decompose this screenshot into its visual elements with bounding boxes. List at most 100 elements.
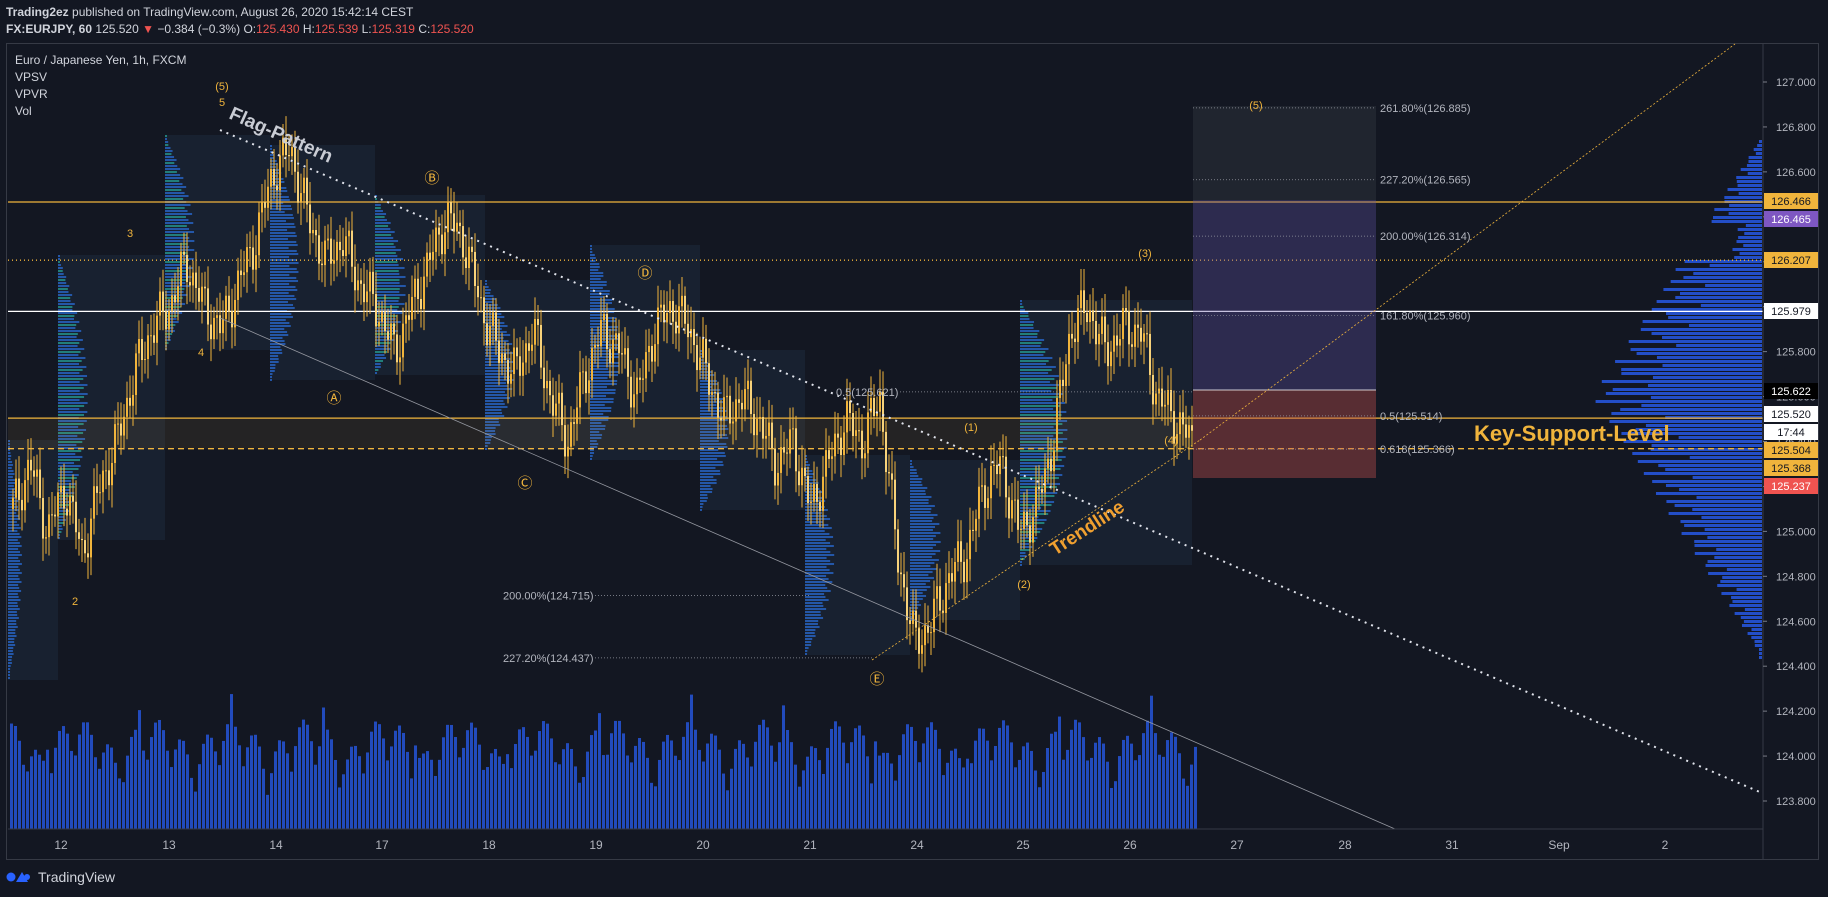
profile-bar — [910, 577, 935, 579]
profile-bar — [910, 565, 931, 567]
volume-bar — [1178, 753, 1181, 829]
down-triangle-icon: ▼ — [142, 22, 155, 36]
candle-body — [420, 298, 422, 309]
profile-bar — [58, 315, 75, 317]
profile-bar — [165, 246, 190, 248]
candle-body — [852, 412, 854, 437]
profile-bar — [590, 392, 616, 394]
profile-bar — [805, 623, 818, 625]
vpvr-bar — [1716, 548, 1762, 551]
profile-bar — [1020, 483, 1060, 485]
volume-bar — [1122, 739, 1125, 829]
legend-indicator-vpvr[interactable]: VPVR — [15, 87, 48, 101]
vpvr-bar — [1739, 252, 1762, 255]
candle-body — [207, 288, 209, 325]
vpvr-bar — [1676, 344, 1762, 347]
candle-body — [1161, 388, 1163, 407]
profile-bar — [58, 492, 75, 494]
legend-title[interactable]: Euro / Japanese Yen, 1h, FXCM — [15, 53, 187, 67]
profile-bar — [910, 586, 931, 588]
candle-body — [1176, 434, 1178, 444]
candle-body — [240, 270, 242, 276]
profile-bar — [1020, 552, 1026, 554]
volume-bar — [1154, 733, 1157, 829]
profile-bar — [805, 530, 825, 532]
volume-bar — [1062, 759, 1065, 829]
chart-header: Trading2ez published on TradingView.com,… — [6, 4, 474, 38]
profile-bar — [485, 376, 510, 378]
profile-bar — [58, 423, 84, 425]
volume-bar — [174, 749, 177, 829]
chart-frame[interactable] — [6, 43, 1819, 860]
candle-body — [678, 306, 680, 334]
volume-bar — [226, 724, 229, 829]
candle-body — [828, 450, 830, 459]
profile-bar — [270, 151, 273, 153]
publisher-name[interactable]: Trading2ez — [6, 5, 69, 19]
date-tick-label: 26 — [1123, 838, 1137, 852]
vpvr-bar — [1650, 396, 1762, 399]
profile-bar — [805, 614, 821, 616]
profile-bar — [590, 416, 609, 418]
candle-body — [276, 185, 278, 191]
brand-label[interactable]: TradingView — [38, 869, 116, 885]
profile-bar — [910, 499, 929, 501]
profile-bar — [1020, 309, 1025, 311]
vpvr-bar — [1684, 524, 1762, 527]
candle-body — [555, 403, 557, 416]
volume-bar — [670, 740, 673, 829]
date-tick-label: 25 — [1016, 838, 1030, 852]
profile-bar — [375, 225, 389, 227]
profile-bar — [805, 533, 830, 535]
profile-bar — [1020, 471, 1050, 473]
candle-body — [48, 514, 50, 538]
profile-bar — [805, 611, 821, 613]
candle-body — [642, 378, 644, 380]
candle-body — [1155, 393, 1157, 405]
volume-bar — [398, 725, 401, 829]
candle-body — [87, 553, 89, 558]
vpvr-bar — [1717, 584, 1762, 587]
volume-bar — [1162, 756, 1165, 829]
volume-bar — [430, 759, 433, 829]
profile-bar — [590, 443, 599, 445]
vpvr-bar — [1738, 192, 1762, 195]
candle-body — [840, 437, 842, 456]
legend-indicator-vol[interactable]: Vol — [15, 104, 32, 118]
candle-body — [372, 271, 374, 294]
candle-body — [147, 335, 149, 360]
volume-bar — [866, 756, 869, 829]
candle-body — [570, 422, 572, 447]
profile-bar — [1020, 489, 1046, 491]
profile-bar — [58, 408, 80, 410]
vpvr-bar — [1692, 508, 1762, 511]
profile-bar — [375, 309, 398, 311]
legend-indicator-vpsv[interactable]: VPSV — [15, 70, 48, 84]
candle-body — [255, 255, 257, 270]
candle-body — [381, 312, 383, 322]
price-badge-label: 125.622 — [1771, 386, 1811, 398]
price-tick-label: 124.600 — [1776, 616, 1816, 628]
profile-bar — [165, 342, 169, 344]
profile-bar — [700, 452, 725, 454]
drawings[interactable] — [219, 43, 1763, 830]
candle-body — [186, 254, 188, 283]
profile-bar — [165, 144, 169, 146]
profile-bar — [58, 324, 77, 326]
profile-bar — [590, 431, 600, 433]
candle-body — [705, 338, 707, 364]
symbol-label: FX:EURJPY, 60 — [6, 22, 93, 36]
profile-bar — [590, 347, 619, 349]
profile-bar — [270, 325, 291, 327]
candle-body — [717, 392, 719, 418]
profile-bar — [375, 372, 377, 374]
volume-bar — [602, 755, 605, 829]
tradingview-logo-icon[interactable] — [6, 868, 32, 886]
profile-bar — [270, 328, 285, 330]
candle-body — [321, 263, 323, 266]
profile-bar — [8, 575, 19, 577]
vpvr-bar — [1745, 224, 1762, 227]
wave-label: Ⓔ — [869, 671, 884, 688]
volume-bar — [654, 786, 657, 829]
